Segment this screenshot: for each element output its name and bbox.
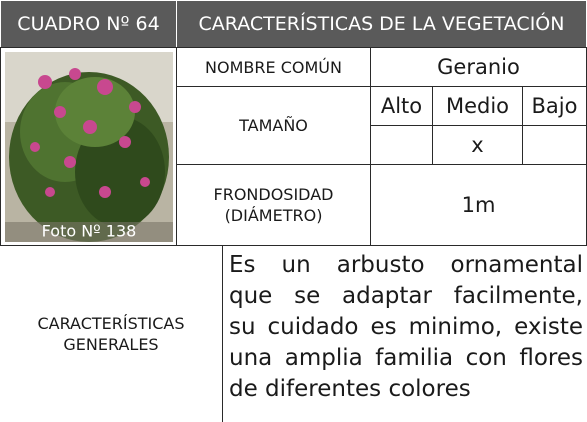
text-line: que se adaptar facilmente, [229, 283, 583, 309]
common-name-value: Geranio [370, 47, 587, 87]
label-line: FRONDOSIDAD [213, 185, 334, 204]
label-line: GENERALES [63, 335, 159, 354]
text-line: de diferentes colores [229, 376, 471, 402]
label-line: (DIÁMETRO) [224, 206, 323, 225]
text-line: su cuidado es minimo, existe [229, 314, 583, 340]
size-mark-cell [370, 125, 433, 165]
general-label: CARACTERÍSTICAS GENERALES [0, 245, 223, 422]
size-mark-cell [522, 125, 587, 165]
size-option: Bajo [522, 86, 587, 126]
foliage-value: 1m [370, 164, 587, 246]
foliage-label: FRONDOSIDAD (DIÁMETRO) [176, 164, 371, 246]
header-code: CUADRO Nº 64 [0, 0, 177, 48]
text-line: Es un arbusto ornamental [229, 252, 583, 278]
size-option: Alto [370, 86, 433, 126]
photo: Foto Nº 138 [4, 51, 173, 242]
text-line: una amplia familia con flores [229, 345, 583, 371]
photo-cell: Foto Nº 138 [0, 47, 177, 246]
header-title: CARACTERÍSTICAS DE LA VEGETACIÓN [176, 0, 587, 48]
label-line: CARACTERÍSTICAS [37, 314, 185, 333]
size-label: TAMAÑO [176, 86, 371, 165]
photo-caption: Foto Nº 138 [41, 221, 136, 240]
common-name-label: NOMBRE COMÚN [176, 47, 371, 87]
size-option: Medio [432, 86, 523, 126]
size-mark: x [432, 125, 523, 165]
general-text: Es un arbusto ornamental que se adaptar … [222, 245, 587, 422]
